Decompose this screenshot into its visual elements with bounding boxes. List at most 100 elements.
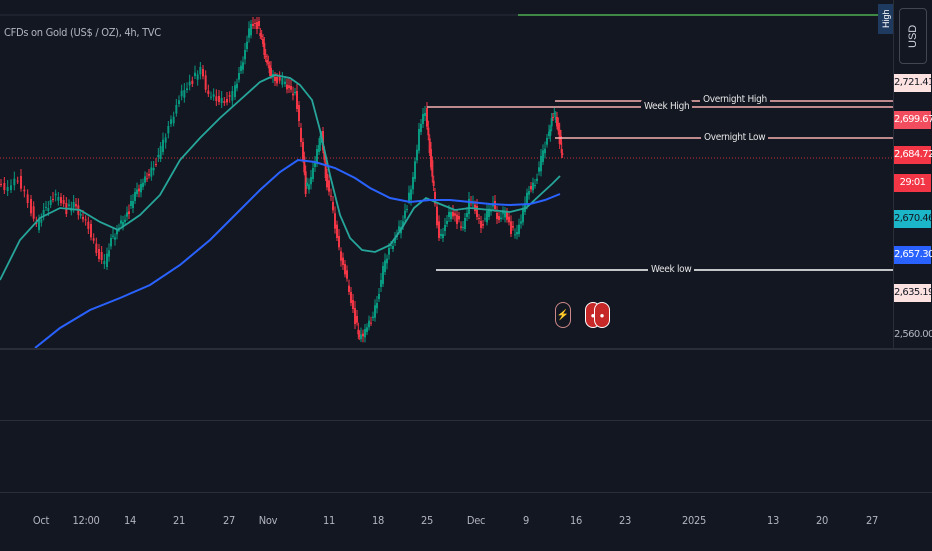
candle-body — [427, 127, 430, 136]
candle-body — [244, 50, 246, 60]
candle-body — [404, 210, 406, 219]
candle-body — [49, 200, 52, 205]
candle-body — [132, 201, 134, 208]
candle-body — [352, 300, 354, 309]
candle-body — [126, 212, 128, 217]
candle-body — [496, 213, 498, 219]
candle-body — [408, 192, 410, 201]
candle-body — [338, 236, 340, 248]
candle-body — [328, 180, 330, 192]
candle-body — [54, 193, 57, 196]
candle-body — [346, 270, 348, 279]
candle-body — [122, 222, 124, 228]
candle-body — [558, 129, 561, 144]
candle-body — [560, 136, 562, 142]
candle-body — [159, 146, 162, 159]
candle-body — [72, 202, 75, 208]
candle-body — [549, 129, 552, 136]
candle-body — [112, 235, 114, 237]
candle-body — [144, 176, 146, 183]
candle-body — [556, 117, 558, 127]
candle-body — [40, 219, 43, 223]
candle-body — [238, 73, 240, 80]
candle-body — [434, 192, 436, 204]
candle-body — [412, 177, 414, 190]
candle-body — [276, 77, 278, 84]
candle-body — [164, 137, 167, 143]
candle-body — [234, 85, 236, 97]
candle-body — [116, 230, 118, 235]
candle-body — [388, 248, 390, 255]
candle-body — [430, 149, 432, 168]
candle-body — [436, 206, 438, 226]
candle-body — [370, 322, 372, 324]
candle-body — [464, 218, 466, 229]
candle-body — [422, 114, 424, 124]
candle-body — [448, 212, 450, 217]
price-scale-label: 2,560.000 — [894, 329, 932, 340]
currency-button[interactable]: USD — [899, 8, 927, 64]
candle-body — [372, 316, 374, 318]
candle-body — [532, 182, 534, 191]
candle-body — [504, 212, 506, 218]
candle-body — [98, 249, 100, 259]
price-scale-label: 2,635.190 — [894, 284, 932, 302]
indicator-pane-divider — [0, 420, 932, 421]
candle-body — [75, 204, 77, 207]
price-chart[interactable] — [0, 0, 893, 348]
candle-body — [254, 23, 256, 24]
candle-body — [424, 113, 426, 116]
candle-body — [488, 208, 490, 217]
candle-body — [454, 213, 456, 216]
candle-body — [16, 180, 19, 182]
candle-body — [431, 160, 434, 177]
candle-body — [458, 216, 460, 220]
overnight-low-label: Overnight Low — [701, 131, 769, 144]
candle-body — [172, 116, 175, 124]
candle-body — [231, 91, 234, 101]
candle-body — [292, 93, 294, 96]
candle-body — [300, 128, 302, 142]
candle-body — [270, 68, 272, 76]
time-axis[interactable]: Oct 12:00 14 21 27 Nov 11 18 25 Dec 9 16 23 2025 13 20 2… — [0, 492, 932, 551]
candle-body — [384, 260, 386, 272]
candle-body — [314, 163, 316, 167]
candle-body — [542, 150, 544, 162]
candle-body — [194, 72, 196, 76]
flash-event-icon[interactable]: ⚡ — [555, 302, 571, 328]
candle-body — [248, 28, 250, 38]
candle-body — [520, 221, 522, 224]
candle-body — [92, 238, 95, 241]
candle-body — [32, 206, 35, 219]
candle-body — [561, 153, 564, 155]
price-scale-label: 2,699.670 — [894, 111, 932, 129]
candle-body — [526, 192, 528, 204]
candle-body — [440, 234, 442, 236]
candle-body — [402, 221, 404, 227]
candle-body — [212, 94, 215, 97]
candle-body — [323, 151, 326, 160]
candle-body — [534, 185, 536, 186]
candle-body — [236, 83, 238, 89]
candle-body — [392, 246, 394, 249]
chart-pane[interactable] — [0, 0, 893, 348]
candle-body — [462, 227, 464, 228]
time-axis-label: Dec — [466, 514, 486, 527]
pane-separator[interactable] — [0, 348, 932, 350]
candle-body — [557, 123, 560, 131]
candle-body — [167, 126, 170, 134]
candle-body — [344, 264, 346, 275]
candle-body — [140, 184, 142, 193]
candle-body — [264, 56, 267, 57]
candle-body — [418, 129, 420, 151]
price-scale-label: 29:01 — [894, 174, 931, 192]
candle-body — [390, 245, 392, 246]
candle-body — [10, 185, 12, 190]
candle-body — [130, 201, 132, 206]
candle-body — [290, 86, 292, 90]
us-flag-event-icon-2[interactable]: ● — [594, 302, 610, 328]
time-axis-label: Oct — [32, 514, 50, 527]
price-scale-label: 2,670.461 — [894, 210, 932, 228]
candle-body — [266, 60, 268, 63]
candle-body — [357, 329, 360, 335]
